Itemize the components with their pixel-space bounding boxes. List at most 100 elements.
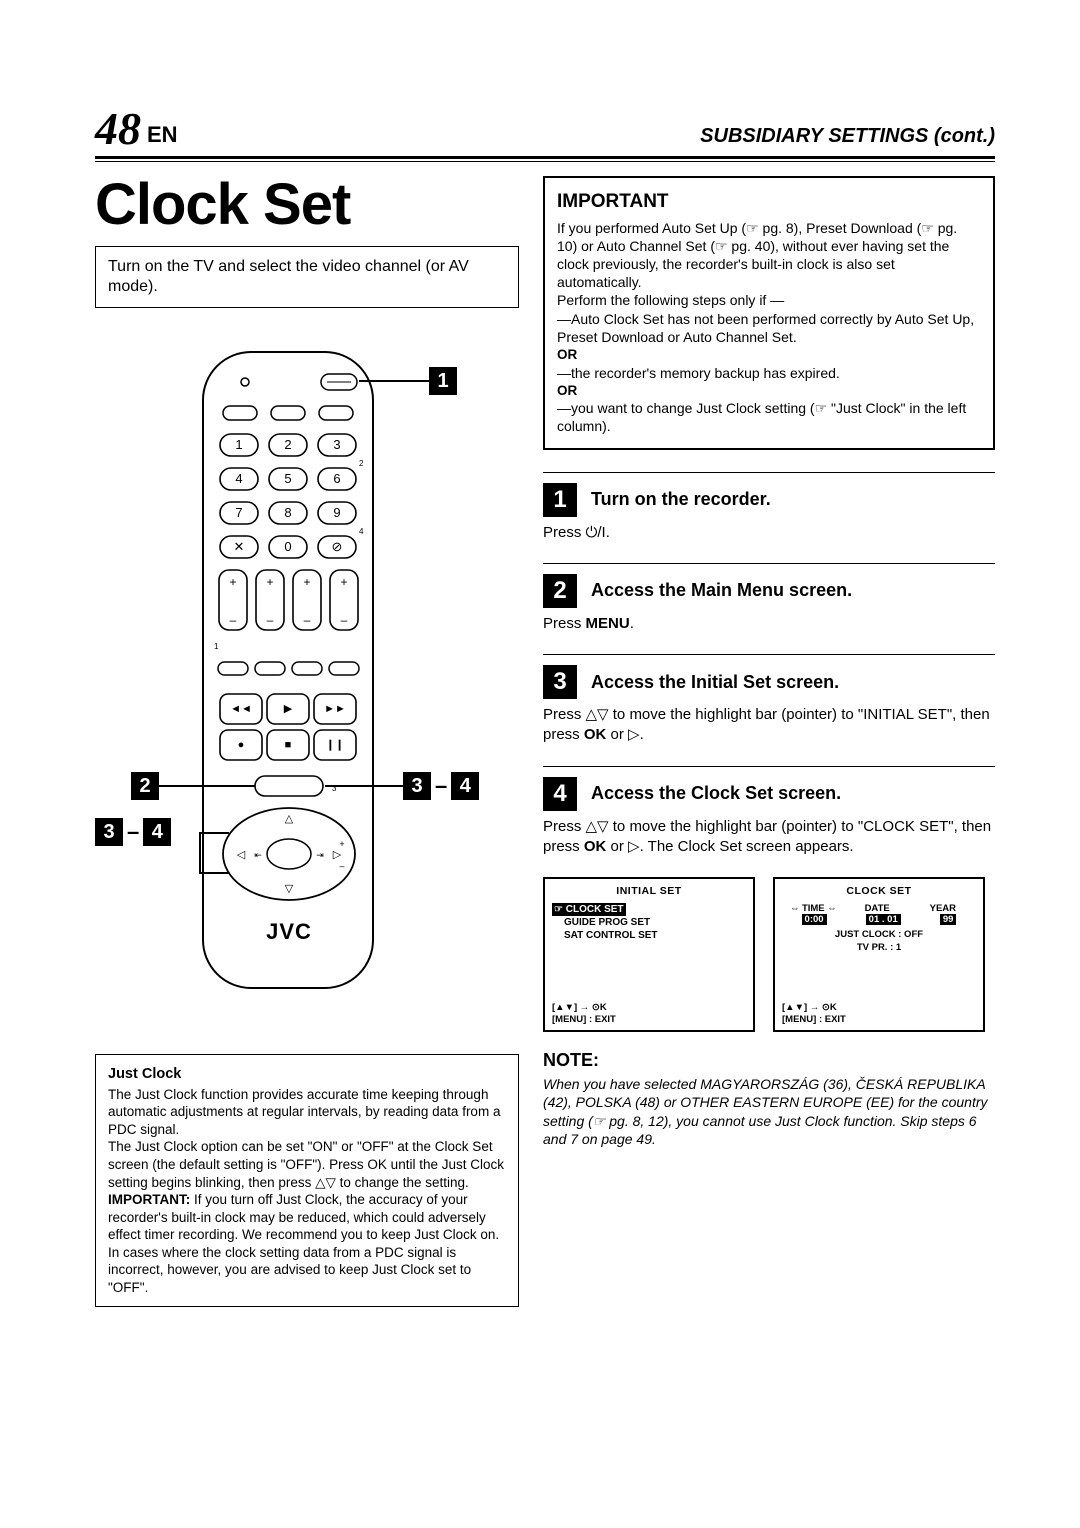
important-c1: —Auto Clock Set has not been performed c… bbox=[557, 310, 981, 346]
svg-text:+: + bbox=[339, 839, 344, 849]
main-title: Clock Set bbox=[95, 176, 519, 234]
page-header: 48 EN SUBSIDIARY SETTINGS (cont.) bbox=[95, 110, 995, 152]
screens-row: INITIAL SET ☞ CLOCK SET GUIDE PROG SET S… bbox=[543, 877, 995, 1032]
callout-line-34l-h2 bbox=[199, 872, 229, 874]
svg-text:+: + bbox=[266, 575, 273, 589]
just-clock-p1: The Just Clock function provides accurat… bbox=[108, 1087, 500, 1137]
cs-h-date: DATE bbox=[865, 903, 890, 914]
callout-line-1 bbox=[359, 380, 429, 382]
cs-just: JUST CLOCK : OFF TV PR. : 1 bbox=[782, 929, 976, 954]
step-2-title: Access the Main Menu screen. bbox=[591, 580, 852, 601]
step-2-body: Press MENU. bbox=[543, 614, 995, 634]
step-3: 3 Access the Initial Set screen. Press △… bbox=[543, 665, 995, 746]
callout-line-34r bbox=[325, 785, 403, 787]
clockset-screen-title: CLOCK SET bbox=[782, 885, 976, 897]
step-1-num: 1 bbox=[543, 483, 577, 517]
just-clock-p2: The Just Clock option can be set "ON" or… bbox=[108, 1139, 504, 1189]
callout-2: 2 bbox=[131, 772, 159, 800]
clock-set-screen: CLOCK SET TIME DATE YEAR 0:00 01 . 01 99… bbox=[773, 877, 985, 1032]
header-rule-thick bbox=[95, 156, 995, 159]
svg-text:0: 0 bbox=[284, 539, 291, 554]
tv-instruction-box: Turn on the TV and select the video chan… bbox=[95, 246, 519, 308]
brand-text: JVC bbox=[266, 919, 312, 944]
step-1-title: Turn on the recorder. bbox=[591, 489, 771, 510]
step-1-rule bbox=[543, 472, 995, 473]
svg-text:7: 7 bbox=[235, 505, 242, 520]
svg-text:6: 6 bbox=[333, 471, 340, 486]
svg-text:2: 2 bbox=[359, 459, 364, 468]
svg-text:–: – bbox=[339, 861, 344, 871]
just-clock-imp-label: IMPORTANT: bbox=[108, 1192, 190, 1207]
right-column: IMPORTANT If you performed Auto Set Up (… bbox=[543, 176, 995, 1307]
step-4-title: Access the Clock Set screen. bbox=[591, 783, 841, 804]
just-clock-p3: If you turn off Just Clock, the accuracy… bbox=[108, 1192, 499, 1295]
step-4-body: Press △▽ to move the highlight bar (poin… bbox=[543, 817, 995, 858]
svg-text:9: 9 bbox=[333, 505, 340, 520]
svg-text:+: + bbox=[303, 575, 310, 589]
just-clock-title: Just Clock bbox=[108, 1065, 506, 1084]
svg-text:5: 5 bbox=[284, 471, 291, 486]
important-box: IMPORTANT If you performed Auto Set Up (… bbox=[543, 176, 995, 450]
page-number: 48 bbox=[95, 106, 141, 152]
cs-v-date: 01 . 01 bbox=[866, 914, 901, 925]
clockset-footer: [▲▼] → ⊙K [MENU] : EXIT bbox=[782, 1002, 846, 1025]
callout-1: 1 bbox=[429, 367, 457, 395]
svg-text:1: 1 bbox=[235, 437, 242, 452]
svg-text:◁: ◁ bbox=[237, 849, 246, 861]
remote-svg: 123 456 789 ✕0⊘ 2 4 ++++ –––– bbox=[95, 344, 475, 1024]
step-4-num: 4 bbox=[543, 777, 577, 811]
initial-row-sat: SAT CONTROL SET bbox=[552, 929, 746, 942]
important-or1: OR bbox=[557, 346, 981, 364]
note-body: When you have selected MAGYARORSZÁG (36)… bbox=[543, 1075, 995, 1148]
svg-text:■: ■ bbox=[285, 739, 292, 751]
section-title: SUBSIDIARY SETTINGS (cont.) bbox=[700, 125, 995, 148]
important-p2: Perform the following steps only if — bbox=[557, 291, 981, 309]
svg-text:2: 2 bbox=[284, 437, 291, 452]
cs-h-year: YEAR bbox=[930, 903, 956, 914]
svg-text:●: ● bbox=[238, 739, 245, 751]
svg-text:►►: ►► bbox=[324, 703, 346, 715]
svg-text:–: – bbox=[341, 613, 348, 627]
callout-line-34l-h bbox=[199, 832, 229, 834]
svg-text:8: 8 bbox=[284, 505, 291, 520]
svg-text:4: 4 bbox=[359, 527, 364, 536]
svg-text:△: △ bbox=[285, 813, 294, 825]
cs-v-year: 99 bbox=[940, 914, 957, 925]
svg-text:❙❙: ❙❙ bbox=[326, 739, 344, 751]
callout-line-34l-v bbox=[199, 832, 201, 872]
svg-text:⇥: ⇥ bbox=[316, 850, 324, 860]
important-title: IMPORTANT bbox=[557, 190, 981, 215]
svg-text:4: 4 bbox=[235, 471, 242, 486]
step-4-rule bbox=[543, 766, 995, 767]
callout-34-right: 3–4 bbox=[403, 772, 479, 800]
cs-v-time: 0:00 bbox=[802, 914, 827, 925]
svg-text:3: 3 bbox=[333, 437, 340, 452]
cs-h-time: TIME bbox=[802, 903, 825, 914]
svg-text:⇤: ⇤ bbox=[254, 850, 262, 860]
important-p1: If you performed Auto Set Up (☞ pg. 8), … bbox=[557, 219, 981, 292]
just-clock-box: Just Clock The Just Clock function provi… bbox=[95, 1054, 519, 1307]
page-lang: EN bbox=[147, 122, 178, 148]
important-c3: —you want to change Just Clock setting (… bbox=[557, 399, 981, 435]
step-2: 2 Access the Main Menu screen. Press MEN… bbox=[543, 574, 995, 634]
svg-text:–: – bbox=[304, 613, 311, 627]
callout-34-left: 3–4 bbox=[95, 818, 171, 846]
svg-text:▷: ▷ bbox=[333, 849, 342, 861]
step-3-title: Access the Initial Set screen. bbox=[591, 672, 839, 693]
initial-row-clockset: ☞ CLOCK SET bbox=[552, 903, 626, 916]
initial-screen-title: INITIAL SET bbox=[552, 885, 746, 897]
initial-row-guide: GUIDE PROG SET bbox=[552, 916, 746, 929]
svg-text:◄◄: ◄◄ bbox=[230, 703, 252, 715]
important-or2: OR bbox=[557, 382, 981, 400]
step-3-num: 3 bbox=[543, 665, 577, 699]
step-3-rule bbox=[543, 654, 995, 655]
step-3-body: Press △▽ to move the highlight bar (poin… bbox=[543, 705, 995, 746]
callout-line-2 bbox=[159, 785, 255, 787]
remote-illustration: 123 456 789 ✕0⊘ 2 4 ++++ –––– bbox=[95, 344, 475, 1024]
header-rule-thin bbox=[95, 161, 995, 162]
initial-footer: [▲▼] → ⊙K [MENU] : EXIT bbox=[552, 1002, 616, 1025]
important-c2: —the recorder's memory backup has expire… bbox=[557, 364, 981, 382]
step-2-num: 2 bbox=[543, 574, 577, 608]
svg-text:–: – bbox=[267, 613, 274, 627]
step-2-rule bbox=[543, 563, 995, 564]
